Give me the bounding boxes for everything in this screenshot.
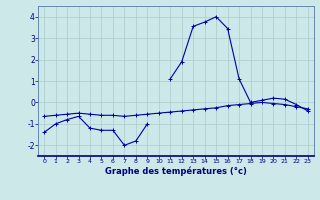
X-axis label: Graphe des températures (°c): Graphe des températures (°c) <box>105 167 247 176</box>
